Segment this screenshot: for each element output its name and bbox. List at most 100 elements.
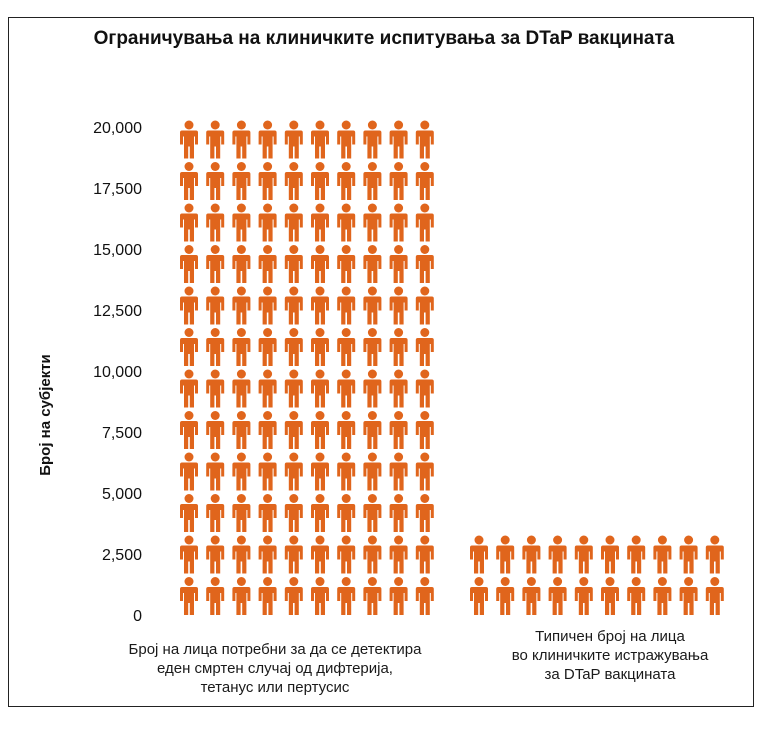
person-icon <box>705 577 724 615</box>
person-icons <box>180 120 724 615</box>
person-icon <box>337 411 356 449</box>
person-icon <box>389 286 408 325</box>
person-icon <box>206 120 225 159</box>
person-icon <box>232 369 251 408</box>
person-icon <box>311 328 329 366</box>
person-icon <box>284 535 303 574</box>
person-icon <box>284 411 303 449</box>
person-icon <box>415 328 434 366</box>
person-icon <box>206 203 225 242</box>
y-axis-label: Број на субјекти <box>37 354 54 476</box>
person-icon <box>679 535 698 574</box>
person-icon <box>258 245 277 283</box>
person-icon <box>496 577 515 615</box>
person-icon <box>311 245 329 283</box>
person-icon <box>415 494 434 532</box>
person-icon <box>522 577 541 615</box>
person-icon <box>180 245 198 283</box>
person-icon <box>311 411 329 449</box>
person-icon <box>180 411 198 449</box>
person-icon <box>337 245 356 283</box>
person-icon <box>311 577 329 615</box>
category-label-1: Типичен број на лица во клиничките истра… <box>420 627 768 684</box>
person-icon <box>232 494 251 532</box>
person-icon <box>548 577 567 615</box>
y-tick-label: 12,500 <box>93 303 142 320</box>
person-icon <box>601 577 619 615</box>
person-icon <box>627 535 646 574</box>
person-icon <box>284 245 303 283</box>
person-icon <box>311 452 329 491</box>
person-icon <box>389 452 408 491</box>
person-icon <box>206 411 225 449</box>
person-icon <box>284 452 303 491</box>
y-tick-label: 2,500 <box>102 547 142 564</box>
person-icon <box>415 162 434 200</box>
y-tick-label: 17,500 <box>93 181 142 198</box>
person-icon <box>389 203 408 242</box>
person-icon <box>311 494 329 532</box>
person-icon <box>363 411 382 449</box>
person-icon <box>232 535 251 574</box>
person-icon <box>258 535 277 574</box>
person-icon <box>311 286 329 325</box>
person-icon <box>337 328 356 366</box>
person-icon <box>415 577 434 615</box>
person-icon <box>389 369 408 408</box>
person-icon <box>363 452 382 491</box>
person-icon <box>232 452 251 491</box>
person-icon <box>232 203 251 242</box>
person-icon <box>311 535 329 574</box>
person-icon <box>180 577 198 615</box>
person-icon <box>415 203 434 242</box>
person-icon <box>258 411 277 449</box>
person-icon <box>653 535 672 574</box>
person-icon <box>496 535 515 574</box>
person-icon <box>601 535 619 574</box>
person-icon <box>206 452 225 491</box>
person-icon <box>258 452 277 491</box>
person-icon <box>574 577 593 615</box>
person-icon <box>415 245 434 283</box>
person-icon <box>470 577 488 615</box>
person-icon <box>258 369 277 408</box>
person-icon <box>180 286 198 325</box>
person-icon <box>337 577 356 615</box>
person-icon <box>363 494 382 532</box>
person-icon <box>206 328 225 366</box>
person-icon <box>284 286 303 325</box>
person-icon <box>363 369 382 408</box>
person-icon <box>206 245 225 283</box>
person-icon <box>389 494 408 532</box>
person-icon <box>284 577 303 615</box>
person-icon <box>258 203 277 242</box>
person-icon <box>180 494 198 532</box>
person-icon <box>180 369 198 408</box>
category-label-line: Типичен број на лица <box>535 628 685 645</box>
person-icon <box>232 577 251 615</box>
y-tick-label: 5,000 <box>102 486 142 503</box>
category-label-line: во клиничките истражувања <box>511 647 709 664</box>
person-icon <box>337 494 356 532</box>
person-icon <box>337 162 356 200</box>
person-icon <box>180 120 198 159</box>
person-icon <box>337 535 356 574</box>
chart-title: Ограничувања на клиничките испитувања за… <box>93 28 675 49</box>
person-icon <box>206 535 225 574</box>
person-icon <box>258 328 277 366</box>
person-icon <box>363 120 382 159</box>
person-icon <box>206 162 225 200</box>
category-label-line: за DTaP вакцината <box>544 666 676 683</box>
person-icon <box>284 120 303 159</box>
person-icon <box>363 245 382 283</box>
person-icon <box>363 203 382 242</box>
person-icon <box>206 286 225 325</box>
person-icon <box>415 120 434 159</box>
person-icon <box>548 535 567 574</box>
person-icon <box>705 535 724 574</box>
person-icon <box>206 577 225 615</box>
person-icon <box>258 577 277 615</box>
person-icon <box>574 535 593 574</box>
person-icon <box>389 577 408 615</box>
